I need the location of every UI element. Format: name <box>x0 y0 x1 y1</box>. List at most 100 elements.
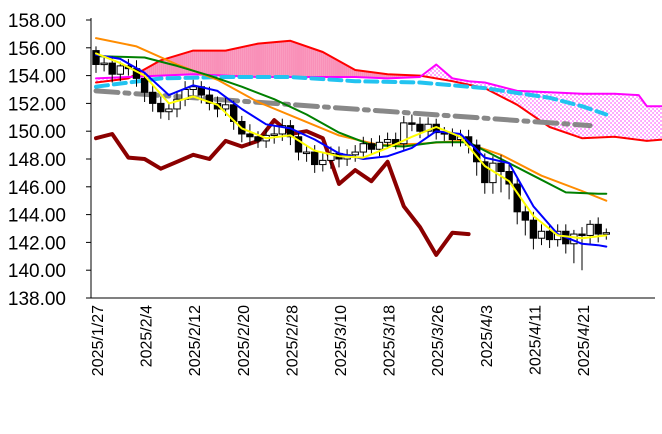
cloud-segment <box>549 92 552 128</box>
cloud-segment <box>274 42 277 77</box>
cloud-segment <box>355 70 358 78</box>
cloud-segment <box>304 45 307 77</box>
cloud-segment <box>150 64 153 77</box>
candle <box>319 153 327 172</box>
cloud-segment <box>373 72 376 78</box>
cloud-segment <box>237 47 240 77</box>
cloud-segment <box>302 45 305 77</box>
cloud-segment <box>553 92 556 130</box>
cloud-segment <box>253 44 256 77</box>
cloud-segment <box>365 71 368 78</box>
cloud-segment <box>288 40 291 77</box>
cloud-segment <box>260 43 263 77</box>
cloud-segment <box>183 53 186 75</box>
candle <box>359 136 368 158</box>
cloud-segment <box>158 60 161 76</box>
candle <box>424 117 432 137</box>
candle <box>594 217 602 243</box>
cloud-segment <box>298 43 301 77</box>
candle <box>116 61 124 82</box>
cloud-segment <box>535 91 538 119</box>
cloud-segment <box>545 92 548 126</box>
cloud-segment <box>377 72 380 79</box>
cloud-segment <box>262 43 265 77</box>
cloud-segment <box>349 66 352 77</box>
cloud-segment <box>436 64 439 79</box>
cloud-segment <box>646 106 649 141</box>
cloud-segment <box>316 49 319 77</box>
x-tick-label: 2025/1/27 <box>90 305 107 376</box>
x-tick-label: 2025/2/20 <box>236 305 253 376</box>
cloud-segment <box>505 87 508 100</box>
cloud-segment <box>654 106 657 141</box>
candle <box>100 57 108 72</box>
cloud-segment <box>588 93 591 138</box>
cloud-segment <box>310 47 313 77</box>
cloud-segment <box>191 50 194 75</box>
candle <box>432 118 440 140</box>
candle <box>157 96 165 119</box>
cloud-segment <box>658 106 661 140</box>
cloud-segment <box>201 50 204 75</box>
candle <box>416 117 424 139</box>
cloud-segment <box>537 91 540 121</box>
cloud-segment <box>231 48 234 76</box>
cloud-segment <box>268 42 271 77</box>
candlestick-layer <box>92 46 610 271</box>
cloud-segment <box>336 59 339 77</box>
x-tick-label: 2025/2/28 <box>284 305 301 376</box>
cloud-segment <box>650 106 653 141</box>
cloud-segment <box>600 93 603 138</box>
cloud-segment <box>181 53 184 75</box>
cloud-segment <box>640 97 643 141</box>
cloud-segment <box>264 42 267 77</box>
candle <box>586 220 594 246</box>
cloud-segment <box>533 91 536 118</box>
candle <box>286 120 295 146</box>
candle <box>602 228 610 240</box>
cloud-segment <box>582 93 585 139</box>
cloud-segment <box>379 73 382 79</box>
cloud-segment <box>328 55 331 77</box>
cloud-segment <box>541 91 544 123</box>
cloud-segment <box>276 41 279 77</box>
cloud-segment <box>618 93 621 138</box>
cloud-segment <box>620 94 623 138</box>
cloud-segment <box>213 50 216 76</box>
candle <box>92 46 100 73</box>
cloud-segment <box>209 50 212 75</box>
y-tick-label: 142.00 <box>8 233 66 254</box>
cloud-segment <box>622 94 625 139</box>
cloud-segment <box>598 93 601 138</box>
candle <box>529 211 538 250</box>
cloud-segment <box>217 50 220 76</box>
cloud-segment <box>648 106 651 141</box>
cloud-segment <box>243 46 246 77</box>
y-tick-labels: 158.00 156.00 154.00 152.00 150.00 148.00 146.… <box>8 11 91 310</box>
cloud-segment <box>644 103 647 141</box>
cloud-segment <box>296 42 299 77</box>
cloud-segment <box>324 53 327 77</box>
series-line-ma-long <box>95 37 608 202</box>
cloud-segment <box>332 57 335 77</box>
cloud-segment <box>215 50 218 76</box>
cloud-segment <box>282 41 285 77</box>
cloud-segment <box>626 94 629 139</box>
cloud-segment <box>199 50 202 75</box>
cloud-segment <box>294 42 297 77</box>
series-line-ma-short <box>95 52 608 240</box>
cloud-segment <box>272 42 275 77</box>
candle <box>302 145 311 162</box>
y-tick-label: 154.00 <box>8 67 66 88</box>
cloud-segment <box>345 64 348 77</box>
cloud-segment <box>353 68 356 77</box>
candle <box>367 138 376 155</box>
cloud-segment <box>632 94 635 140</box>
cloud-segment <box>575 93 578 137</box>
cloud-segment <box>258 43 261 77</box>
cloud-segment <box>636 94 639 140</box>
cloud-segment <box>160 59 163 76</box>
cloud-layer <box>96 40 662 141</box>
cloud-segment <box>361 70 364 78</box>
cloud-segment <box>205 50 208 75</box>
